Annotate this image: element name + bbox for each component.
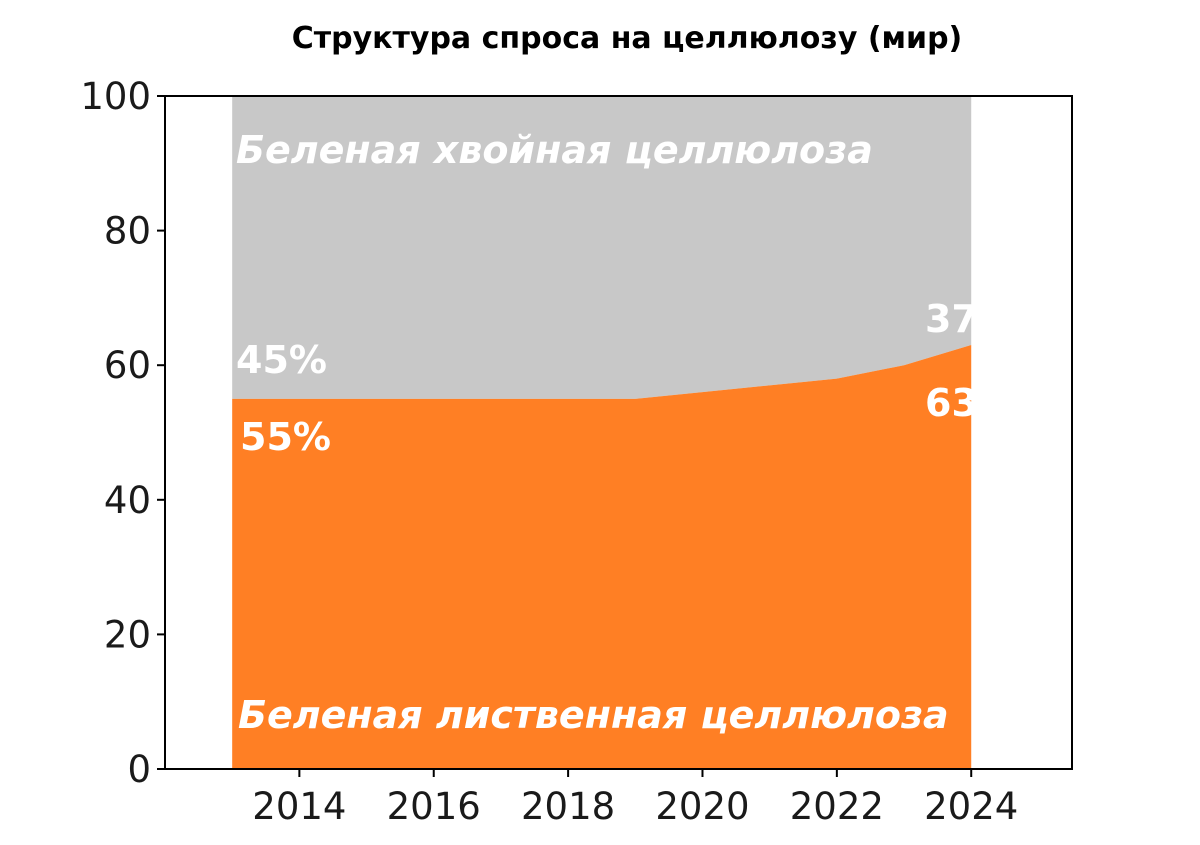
hardwood-series-label: Беленая лиственная целлюлоза xyxy=(238,693,949,737)
y-tick-label: 100 xyxy=(80,75,151,118)
plot-area xyxy=(232,96,972,769)
hardwood-end-pct-label: 63% xyxy=(925,381,1016,425)
chart-title: Структура спроса на целлюлозу (мир) xyxy=(292,21,963,56)
x-tick-label: 2020 xyxy=(655,785,749,828)
y-tick-label: 80 xyxy=(104,210,151,253)
x-tick-label: 2014 xyxy=(252,785,346,828)
y-tick-label: 0 xyxy=(127,748,151,791)
softwood-start-pct-label: 45% xyxy=(236,338,327,382)
hardwood-area xyxy=(232,345,972,769)
softwood-series-label: Беленая хвойная целлюлоза xyxy=(236,128,873,172)
x-axis: 2014 2016 2018 2020 2022 2024 xyxy=(252,769,1018,828)
y-tick-label: 20 xyxy=(104,613,151,656)
x-tick-label: 2018 xyxy=(521,785,615,828)
x-tick-label: 2016 xyxy=(387,785,481,828)
x-tick-label: 2024 xyxy=(924,785,1018,828)
y-tick-label: 40 xyxy=(104,479,151,522)
y-axis: 0 20 40 60 80 100 xyxy=(80,75,165,791)
plot-frame xyxy=(164,95,1073,770)
y-tick-label: 60 xyxy=(104,344,151,387)
softwood-end-pct-label: 37% xyxy=(925,297,1016,341)
hardwood-start-pct-label: 55% xyxy=(240,415,331,459)
x-tick-label: 2022 xyxy=(790,785,884,828)
softwood-area xyxy=(232,96,972,399)
